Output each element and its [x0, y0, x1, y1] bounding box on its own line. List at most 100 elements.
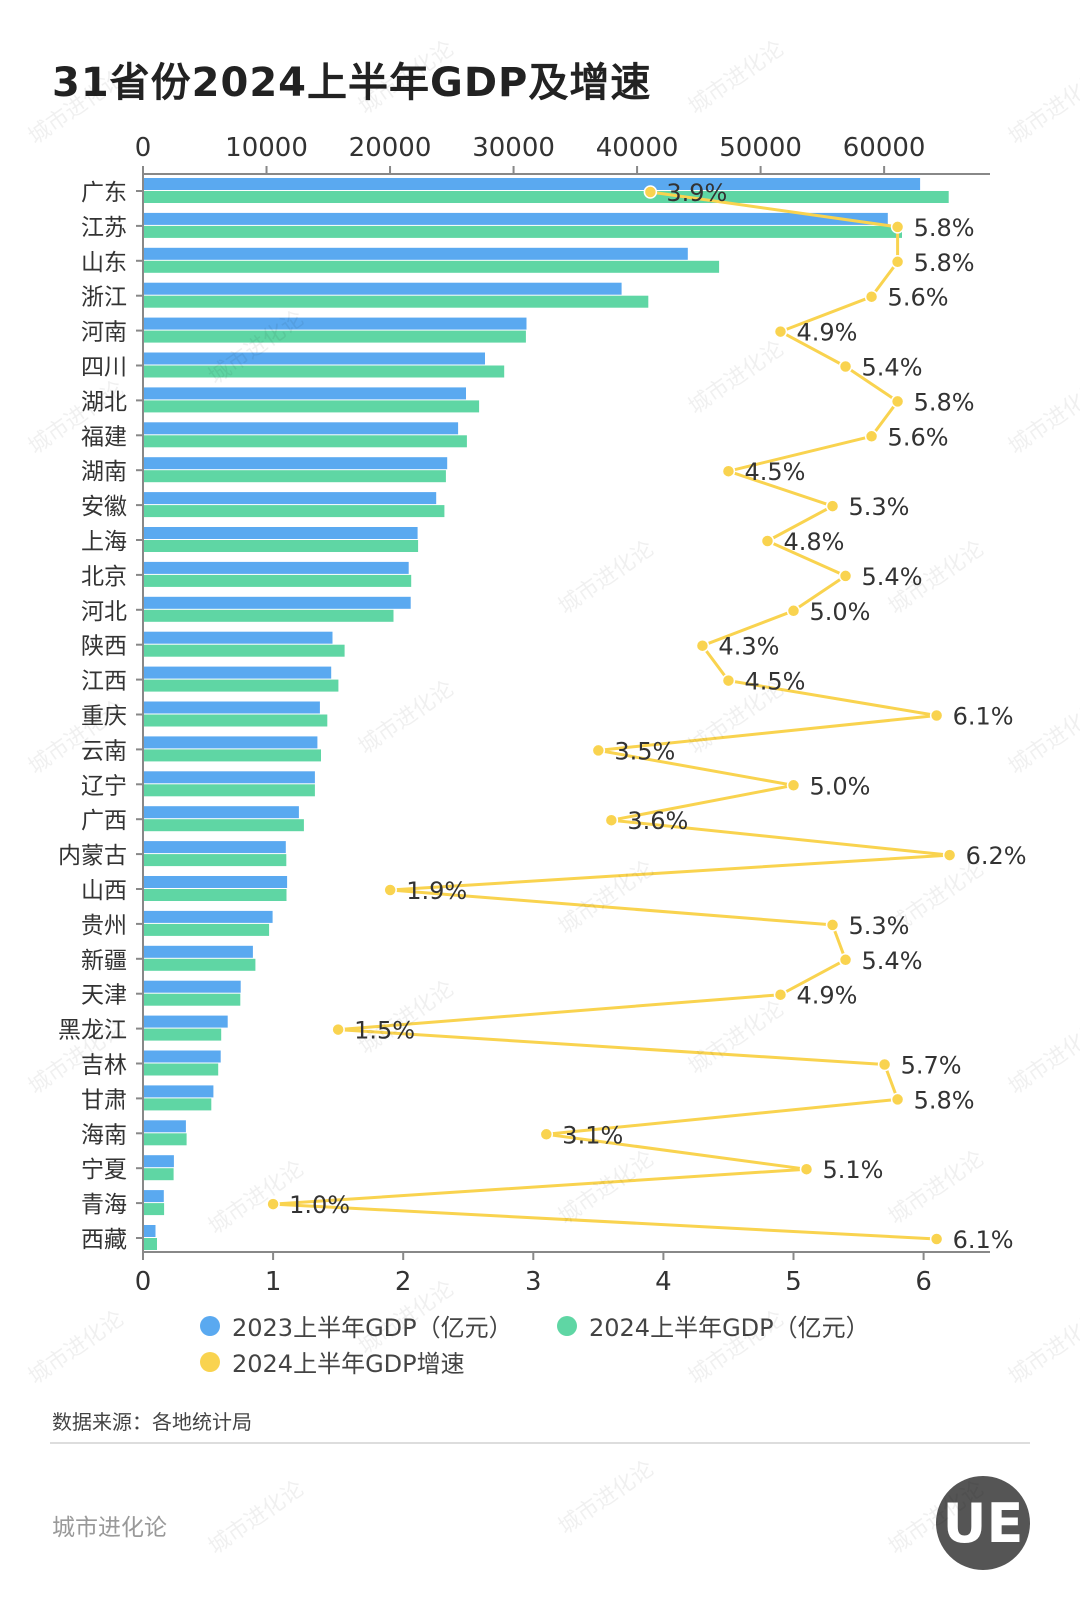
bar-2024	[143, 1098, 212, 1111]
bar-2023	[143, 457, 448, 470]
growth-data-label: 5.7%	[901, 1052, 962, 1080]
bar-2024	[143, 191, 949, 203]
bar-2024	[143, 400, 480, 413]
bar-2023	[143, 317, 527, 330]
bar-2024	[143, 923, 270, 936]
bar-2023	[143, 1225, 156, 1237]
category-label: 内蒙古	[58, 843, 127, 869]
category-label: 山西	[81, 878, 127, 904]
growth-data-label: 5.4%	[862, 947, 923, 975]
bar-2024	[143, 1203, 165, 1216]
bottom-axis-tick-label: 5	[785, 1267, 802, 1290]
bar-2023	[143, 1050, 221, 1063]
bar-2023	[143, 945, 253, 958]
bar-2023	[143, 492, 437, 505]
growth-data-label: 1.0%	[289, 1191, 350, 1219]
chart-title: 31省份2024上半年GDP及增速	[52, 60, 652, 106]
growth-point	[890, 394, 905, 409]
bottom-axis: 0 1 2 3 4 5 6	[135, 174, 990, 1290]
bar-2024	[143, 749, 321, 762]
bar-2023	[143, 247, 688, 260]
bar-2023	[143, 666, 332, 679]
bar-2024	[143, 854, 287, 867]
growth-data-label: 5.0%	[810, 598, 871, 626]
bottom-axis-tick-label: 2	[395, 1267, 412, 1290]
bar-2024	[143, 679, 339, 692]
growth-point	[929, 708, 944, 723]
category-label: 湖南	[81, 459, 127, 485]
growth-point	[786, 778, 801, 793]
growth-point	[942, 848, 957, 862]
bar-2024	[143, 958, 256, 971]
bar-2024	[143, 1133, 187, 1146]
growth-point	[383, 883, 397, 897]
growth-point	[838, 359, 853, 374]
growth-data-label: 5.1%	[823, 1156, 884, 1184]
bar-2024	[143, 260, 720, 273]
bar-2024	[143, 540, 419, 552]
legend-item-gdp2023: 2023上半年GDP（亿元）	[200, 1308, 513, 1343]
top-axis-tick-label: 10000	[225, 133, 308, 163]
growth-point	[929, 1232, 944, 1246]
growth-point	[331, 1022, 345, 1037]
growth-point	[591, 743, 606, 758]
bar-2023	[143, 806, 299, 819]
bar-2023	[143, 527, 418, 539]
bar-layer	[143, 178, 949, 1250]
data-source-note: 数据来源：各地统计局	[52, 1410, 252, 1434]
bar-2024	[143, 784, 315, 797]
growth-point	[773, 987, 788, 1002]
category-label: 四川	[81, 355, 127, 381]
bottom-axis-tick-label: 4	[655, 1267, 672, 1290]
bar-2023	[143, 701, 320, 714]
growth-data-label: 6.1%	[953, 1226, 1014, 1254]
category-label: 江苏	[81, 215, 127, 241]
growth-data-label: 5.3%	[849, 493, 910, 521]
category-label: 陕西	[81, 634, 127, 660]
growth-point	[825, 918, 840, 932]
growth-data-label: 4.9%	[796, 319, 857, 347]
growth-data-label: 6.2%	[966, 842, 1027, 870]
top-axis-tick-label: 50000	[719, 133, 802, 163]
bar-2023	[143, 910, 273, 923]
legend-dot-growth	[200, 1351, 220, 1372]
bar-2024	[143, 295, 649, 308]
growth-data-label: 3.1%	[562, 1121, 623, 1149]
category-label: 安徽	[81, 494, 127, 520]
bar-2023	[143, 282, 622, 295]
bar-2024	[143, 1238, 157, 1250]
legend-label-gdp2023: 2023上半年GDP（亿元）	[232, 1314, 513, 1342]
brand-name: 城市进化论	[52, 1515, 167, 1541]
top-axis-tick-label: 40000	[596, 133, 679, 163]
legend-dot-gdp2024	[557, 1315, 577, 1336]
top-axis-tick-label: 0	[135, 133, 152, 163]
bar-2024	[143, 330, 526, 343]
growth-data-label: 5.8%	[914, 214, 975, 242]
legend-item-growth: 2024上半年GDP增速	[200, 1344, 465, 1379]
growth-data-label: 1.5%	[354, 1017, 415, 1045]
bar-2023	[143, 178, 921, 190]
category-label: 甘肃	[81, 1087, 127, 1113]
top-axis-tick-label: 60000	[843, 133, 926, 163]
category-label: 辽宁	[81, 773, 127, 799]
growth-data-label: 5.8%	[914, 1086, 975, 1114]
bar-2024	[143, 1063, 219, 1076]
category-label: 新疆	[81, 948, 127, 974]
growth-data-label: 5.3%	[849, 912, 910, 940]
top-axis-tick-label: 30000	[472, 133, 555, 163]
growth-data-label: 5.4%	[862, 354, 923, 382]
watermark: 城市进化论	[204, 1476, 309, 1560]
growth-point	[539, 1127, 554, 1142]
growth-data-label: 5.8%	[914, 388, 975, 416]
legend-label-growth: 2024上半年GDP增速	[232, 1350, 465, 1378]
growth-line-layer: 3.9%5.8%5.8%5.6%4.9%5.4%5.8%5.6%4.5%5.3%…	[266, 179, 1027, 1254]
bar-2023	[143, 980, 241, 993]
bottom-axis-tick-label: 6	[915, 1267, 932, 1290]
growth-data-label: 4.5%	[744, 668, 805, 696]
growth-data-label: 4.9%	[796, 982, 857, 1010]
bar-2023	[143, 841, 286, 854]
divider	[50, 1442, 1030, 1444]
watermark: 城市进化论	[24, 1306, 129, 1390]
growth-data-label: 3.5%	[614, 737, 675, 765]
legend-label-gdp2024: 2024上半年GDP（亿元）	[589, 1314, 870, 1342]
